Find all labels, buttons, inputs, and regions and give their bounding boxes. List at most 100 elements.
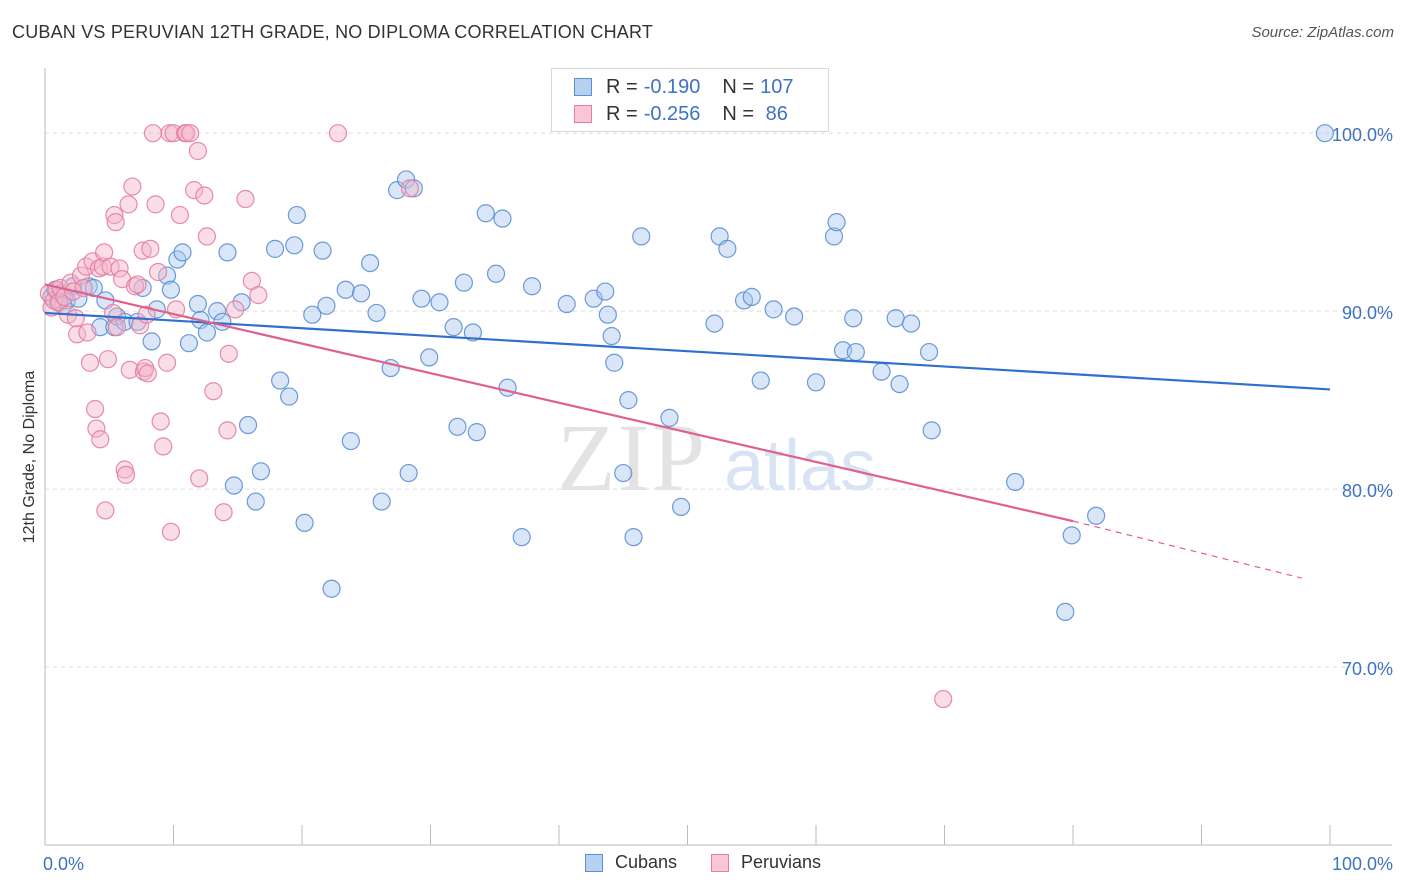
cuban-point	[313, 241, 332, 260]
peruvians-trend-extension	[1072, 520, 1302, 579]
cuban-point	[142, 332, 161, 351]
peruvian-point	[125, 277, 145, 296]
series-peruvians	[39, 124, 953, 709]
peruvian-point	[934, 689, 953, 709]
cuban-point	[1087, 506, 1106, 525]
cuban-point	[448, 417, 467, 436]
cuban-point	[224, 476, 243, 495]
cuban-point	[444, 318, 463, 337]
cuban-point	[218, 243, 237, 262]
peruvian-point	[181, 124, 200, 143]
y-tick-label: 100.0%	[1332, 125, 1393, 145]
cuban-point	[430, 293, 449, 312]
cuban-point	[718, 239, 737, 258]
cuban-point	[512, 528, 531, 547]
legend-r-label: R =	[606, 75, 638, 98]
peruvian-point	[130, 316, 150, 335]
legend-item-peruvians: Peruvians	[711, 852, 821, 873]
peruvian-point	[50, 293, 69, 312]
cuban-point	[161, 280, 181, 299]
cuban-point	[197, 323, 217, 342]
peruvian-point	[236, 189, 255, 209]
legend-n-value: 86	[760, 102, 788, 125]
cuban-point	[846, 342, 865, 362]
peruvian-point	[218, 421, 237, 440]
cuban-point	[522, 277, 542, 296]
cuban-point	[322, 579, 341, 598]
cuban-point	[922, 421, 941, 440]
peruvian-point	[106, 213, 125, 232]
cuban-point	[1006, 472, 1025, 492]
peruvian-point	[188, 141, 208, 161]
peruvian-point	[105, 205, 124, 225]
cuban-point	[246, 492, 265, 511]
cuban-point	[404, 179, 423, 198]
correlation-legend: R = -0.190 N = 107 R = -0.256 N = 86	[551, 68, 829, 132]
peruvian-point	[197, 227, 217, 246]
peruvian-point	[128, 275, 147, 294]
peruvian-point	[148, 262, 168, 282]
peruvian-point	[195, 186, 214, 205]
watermark-atlas: atlas	[724, 426, 876, 506]
peruvian-point	[249, 286, 268, 305]
peruvian-point	[86, 399, 105, 419]
peruvian-point	[141, 239, 160, 258]
cuban-point	[133, 278, 152, 298]
cuban-point	[486, 264, 506, 283]
cuban-point	[208, 302, 227, 321]
cuban-point	[420, 348, 439, 367]
legend-swatch-peruvians	[574, 105, 592, 123]
cuban-point	[232, 293, 251, 312]
peruvian-point	[101, 257, 120, 276]
cuban-point	[399, 463, 418, 483]
cuban-point	[1315, 124, 1334, 143]
peruvian-point	[116, 465, 136, 484]
peruvian-point	[214, 503, 233, 522]
cuban-point	[596, 282, 615, 301]
legend-row-cubans: R = -0.190 N = 107	[574, 74, 793, 100]
cuban-point	[179, 334, 199, 353]
cuban-point	[280, 387, 299, 406]
cuban-point	[361, 253, 380, 273]
peruvian-point	[96, 501, 115, 520]
cuban-point	[872, 362, 891, 381]
cuban-point	[671, 497, 691, 516]
legend-swatch-peruvians	[711, 853, 729, 872]
cuban-point	[660, 408, 679, 428]
legend-r-label: R =	[606, 102, 638, 125]
series-cubans	[42, 124, 1334, 621]
x-tick-label: 100.0%	[1332, 854, 1393, 874]
legend-n-label: N =	[722, 75, 755, 98]
peruvian-point	[123, 177, 142, 196]
cuban-point	[764, 300, 783, 319]
cuban-point	[557, 294, 576, 314]
cuban-point	[1056, 602, 1075, 621]
trend-lines	[44, 283, 1331, 579]
peruvian-point	[219, 344, 238, 363]
peruvian-point	[154, 437, 173, 456]
cuban-point	[619, 391, 638, 410]
peruvian-point	[91, 430, 110, 449]
cuban-point	[287, 205, 306, 225]
cuban-point	[336, 280, 355, 299]
cuban-point	[624, 528, 643, 547]
cuban-point	[251, 462, 270, 481]
y-tick-label: 80.0%	[1342, 481, 1393, 501]
cuban-point	[238, 415, 258, 435]
peruvian-point	[110, 259, 129, 278]
peruvian-point	[143, 124, 163, 143]
cuban-point	[751, 371, 770, 390]
cuban-point	[352, 284, 371, 303]
peruvian-point	[138, 364, 157, 383]
x-tick-label: 0.0%	[43, 854, 84, 874]
peruvian-point	[400, 179, 420, 198]
cuban-point	[476, 204, 495, 223]
peruvian-point	[177, 124, 196, 143]
peruvian-point	[161, 522, 181, 541]
peruvian-point	[120, 360, 139, 379]
peruvian-point	[151, 412, 170, 431]
cuban-point	[632, 227, 651, 246]
cuban-point	[827, 213, 846, 232]
cuban-point	[467, 423, 486, 442]
cuban-point	[295, 513, 314, 533]
